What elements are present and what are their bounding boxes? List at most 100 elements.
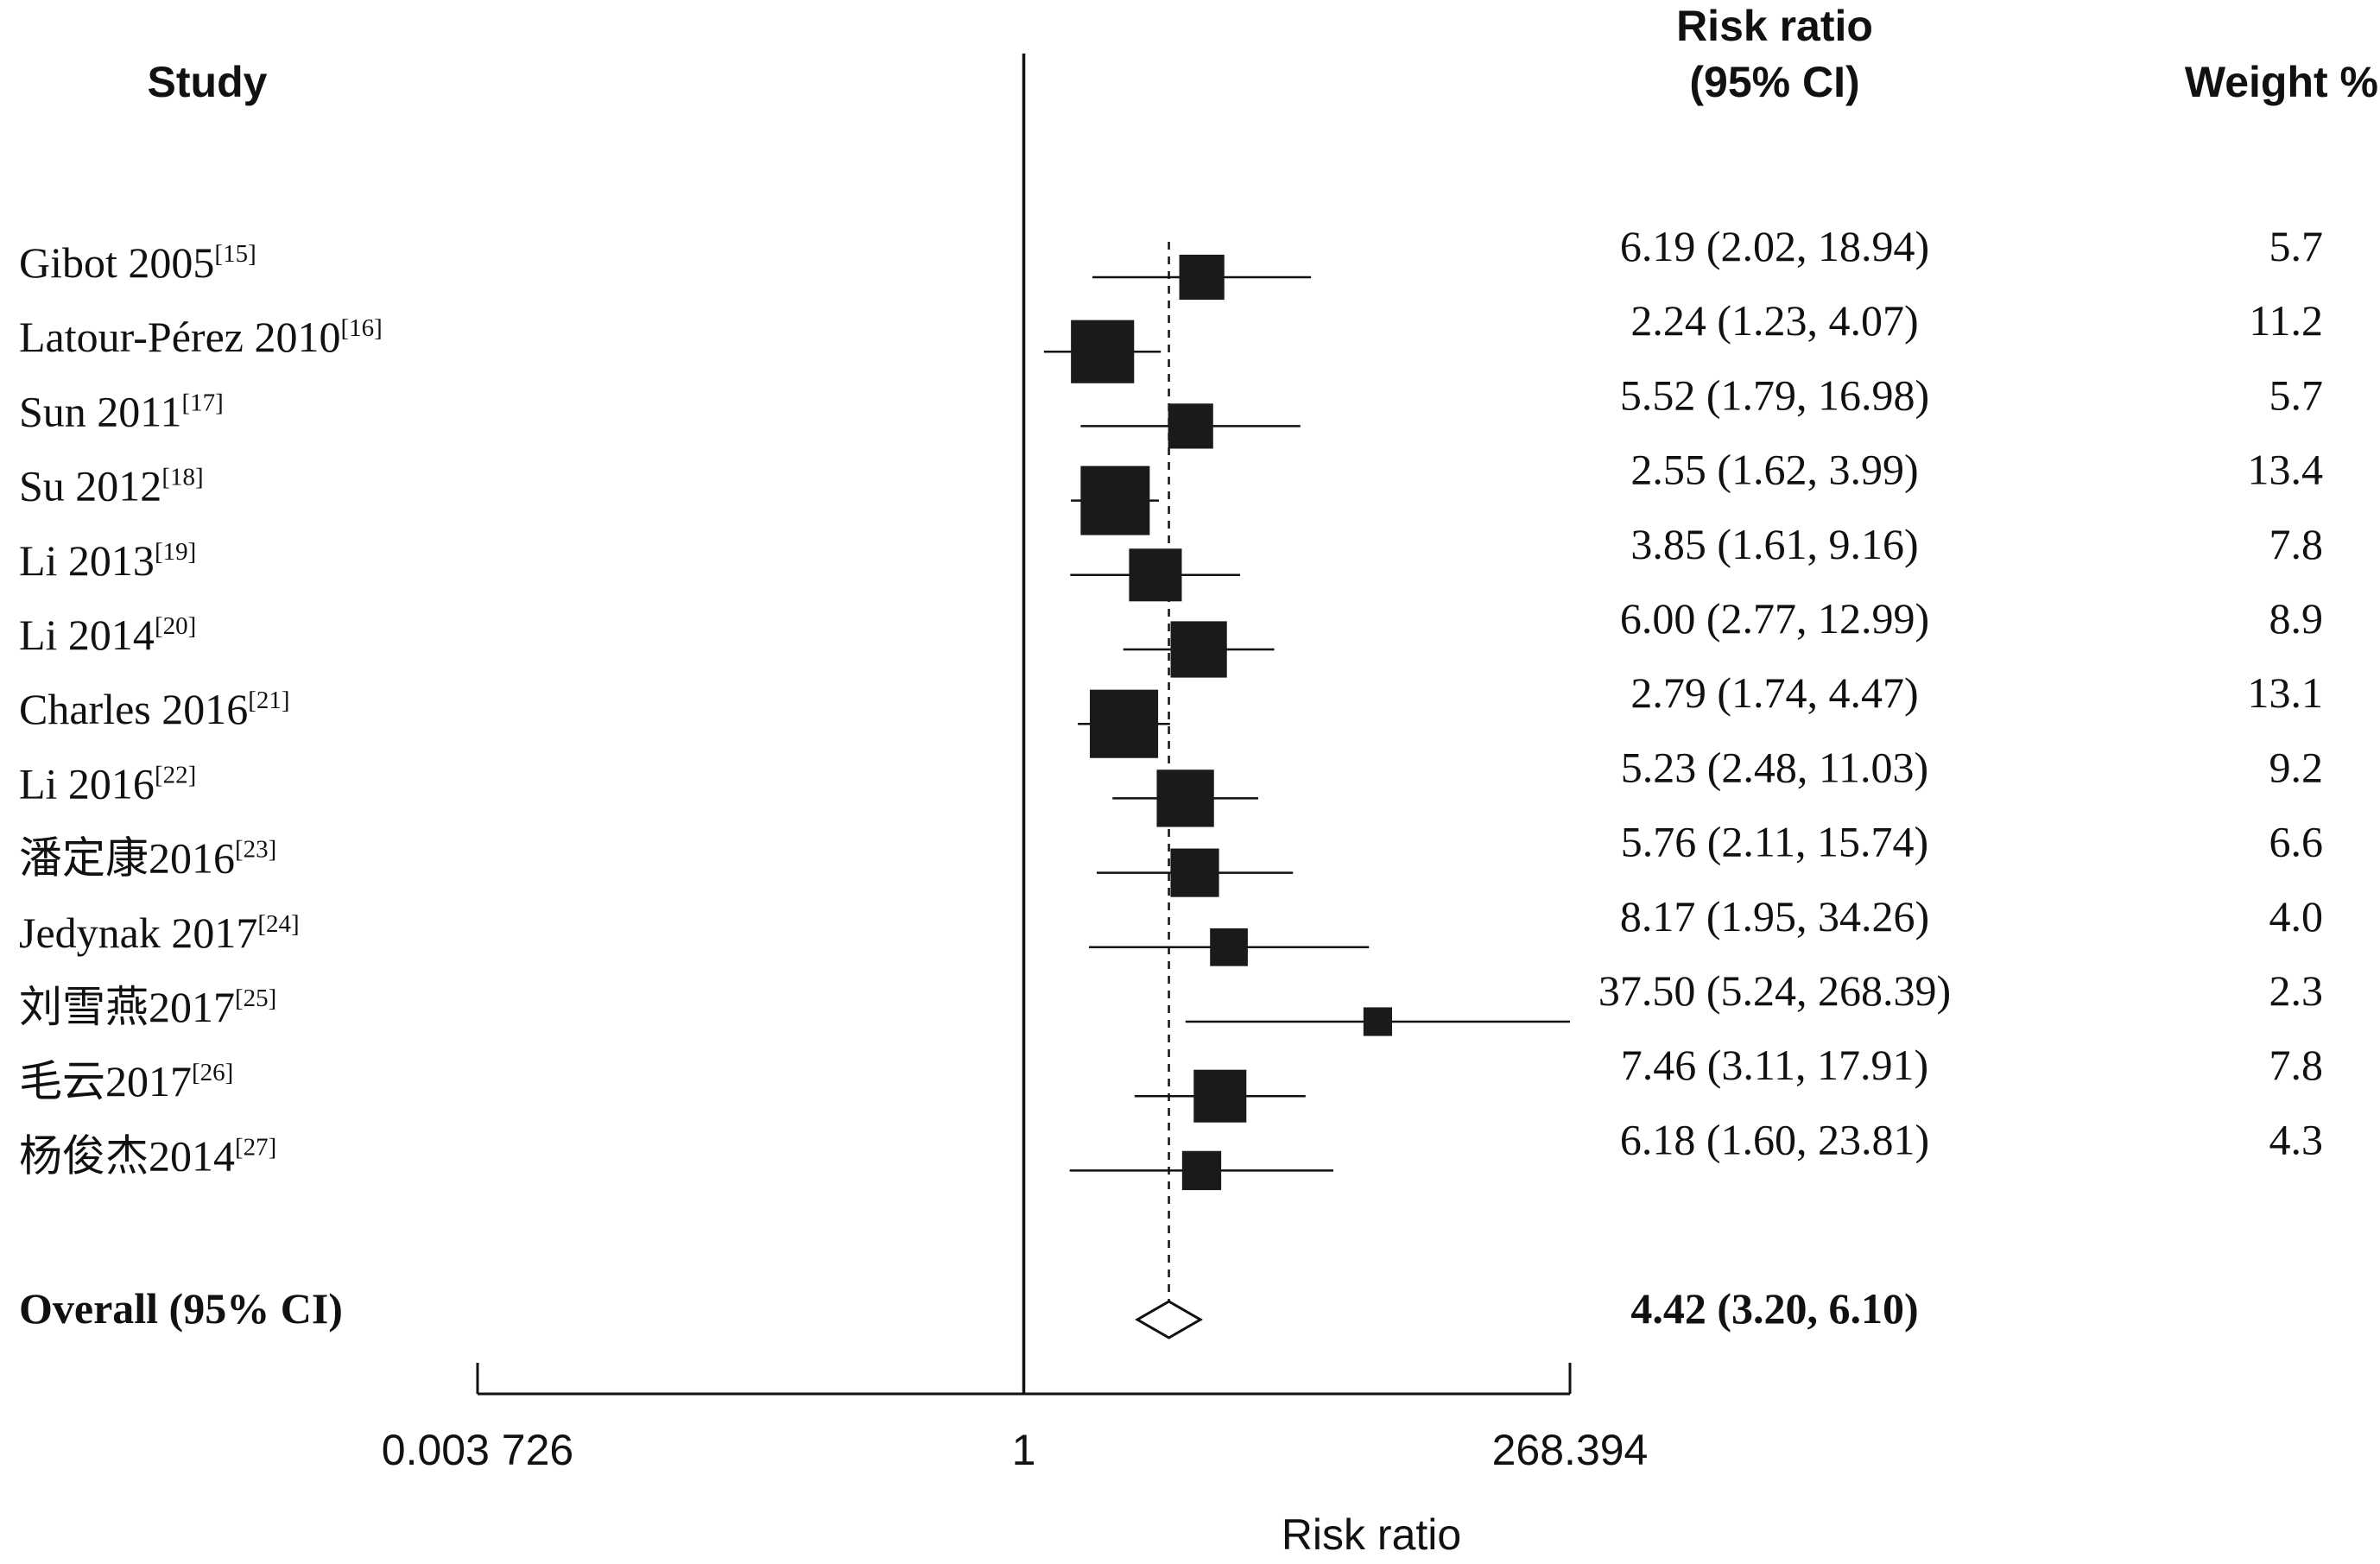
ci-value: 6.19 (2.02, 18.94) xyxy=(1620,222,1929,270)
study-row: 毛云2017[26] 7.46 (3.11, 17.91) 7.8 xyxy=(19,1041,2323,1123)
point-estimate-square xyxy=(1170,848,1219,897)
ci-value: 6.18 (1.60, 23.81) xyxy=(1620,1115,1929,1163)
study-row: Latour-Pérez 2010[16] 2.24 (1.23, 4.07) 11… xyxy=(19,296,2323,383)
ci-value: 2.24 (1.23, 4.07) xyxy=(1630,296,1918,345)
overall-ci-value: 4.42 (3.20, 6.10) xyxy=(1630,1284,1918,1333)
study-row: Li 2016[22] 5.23 (2.48, 11.03) 9.2 xyxy=(19,743,2324,827)
ci-value: 7.46 (3.11, 17.91) xyxy=(1621,1041,1928,1089)
study-name: 毛云2017 xyxy=(19,1057,192,1105)
study-row: Li 2013[19] 3.85 (1.61, 9.16) 7.8 xyxy=(19,520,2323,602)
study-name: Charles 2016 xyxy=(19,685,248,733)
study-name: Sun 2011 xyxy=(19,387,181,435)
point-estimate-square xyxy=(1168,403,1213,449)
study-row: Sun 2011[17] 5.52 (1.79, 16.98) 5.7 xyxy=(19,370,2324,449)
study-name: 杨俊杰2014 xyxy=(19,1131,235,1180)
study-name: Su 2012 xyxy=(19,462,161,510)
point-estimate-square xyxy=(1080,465,1150,535)
study-name: 潘定康2016 xyxy=(19,834,235,883)
point-estimate-square xyxy=(1089,689,1159,758)
weight-value: 6.6 xyxy=(2269,818,2324,866)
study-name: 刘雪燕2017 xyxy=(19,983,235,1031)
x-tick-label: 1 xyxy=(1012,1426,1036,1474)
x-tick-label: 268.394 xyxy=(1492,1426,1649,1474)
study-label: Jedynak 2017[24] xyxy=(19,909,300,957)
study-reference: [26] xyxy=(192,1059,233,1086)
point-estimate-square xyxy=(1210,928,1248,966)
point-estimate-square xyxy=(1181,1150,1222,1191)
study-row: 杨俊杰2014[27] 6.18 (1.60, 23.81) 4.3 xyxy=(19,1115,2324,1191)
study-row: Li 2014[20] 6.00 (2.77, 12.99) 8.9 xyxy=(19,594,2323,678)
study-reference: [17] xyxy=(181,389,223,416)
study-name: Li 2014 xyxy=(19,611,155,659)
header-study: Study xyxy=(148,58,268,106)
overall-label: Overall (95% CI) xyxy=(19,1284,343,1333)
study-name: Latour-Pérez 2010 xyxy=(19,313,340,361)
x-tick-label: 0.003 726 xyxy=(382,1426,573,1474)
weight-value: 13.1 xyxy=(2248,668,2324,717)
ci-value: 3.85 (1.61, 9.16) xyxy=(1630,520,1918,568)
study-reference: [20] xyxy=(155,612,196,640)
point-estimate-square xyxy=(1193,1069,1247,1123)
weight-value: 5.7 xyxy=(2269,222,2324,270)
ci-value: 2.79 (1.74, 4.47) xyxy=(1630,668,1918,717)
point-estimate-square xyxy=(1071,320,1135,383)
weight-value: 13.4 xyxy=(2248,446,2324,494)
study-label: Gibot 2005[15] xyxy=(19,238,256,287)
study-label: 潘定康2016[23] xyxy=(19,834,276,883)
ci-value: 5.52 (1.79, 16.98) xyxy=(1620,370,1929,419)
weight-value: 4.0 xyxy=(2269,892,2324,940)
study-row: Gibot 2005[15] 6.19 (2.02, 18.94) 5.7 xyxy=(19,222,2324,301)
study-label: Li 2016[22] xyxy=(19,759,196,807)
weight-value: 5.7 xyxy=(2269,370,2324,419)
study-reference: [22] xyxy=(155,761,196,788)
study-reference: [27] xyxy=(235,1133,276,1161)
study-label: Li 2013[19] xyxy=(19,536,196,585)
study-rows: Gibot 2005[15] 6.19 (2.02, 18.94) 5.7Latou… xyxy=(19,222,2324,1191)
study-reference: [21] xyxy=(248,687,289,714)
overall-row: Overall (95% CI) 4.42 (3.20, 6.10) xyxy=(19,1284,1919,1339)
study-reference: [15] xyxy=(214,240,256,268)
study-reference: [23] xyxy=(235,836,276,864)
study-name: Li 2016 xyxy=(19,759,155,807)
header-weight: Weight % xyxy=(2185,58,2378,106)
header-effect-line2: (95% CI) xyxy=(1689,58,1859,106)
study-name: Li 2013 xyxy=(19,536,155,585)
study-reference: [19] xyxy=(155,538,196,566)
study-label: Sun 2011[17] xyxy=(19,387,224,435)
point-estimate-square xyxy=(1156,769,1214,827)
overall-diamond xyxy=(1135,1300,1204,1339)
study-name: Gibot 2005 xyxy=(19,238,214,287)
point-estimate-square xyxy=(1129,548,1182,602)
study-label: Su 2012[18] xyxy=(19,462,204,510)
ci-value: 8.17 (1.95, 34.26) xyxy=(1620,892,1929,940)
ci-value: 37.50 (5.24, 268.39) xyxy=(1598,966,1951,1015)
study-label: 毛云2017[26] xyxy=(19,1057,233,1105)
study-row: 刘雪燕2017[25] 37.50 (5.24, 268.39) 2.3 xyxy=(19,966,2323,1036)
ci-value: 6.00 (2.77, 12.99) xyxy=(1620,594,1929,643)
study-label: Li 2014[20] xyxy=(19,611,196,659)
ci-value: 5.76 (2.11, 15.74) xyxy=(1621,818,1928,866)
study-row: Su 2012[18] 2.55 (1.62, 3.99) 13.4 xyxy=(19,446,2323,535)
x-axis: 0.003 726 1 268.394 Risk ratio xyxy=(382,1363,1649,1559)
study-row: Charles 2016[21] 2.79 (1.74, 4.47) 13.1 xyxy=(19,668,2323,758)
weight-value: 9.2 xyxy=(2269,743,2324,791)
ci-value: 5.23 (2.48, 11.03) xyxy=(1621,743,1928,791)
study-row: Jedynak 2017[24] 8.17 (1.95, 34.26) 4.0 xyxy=(19,892,2323,966)
point-estimate-square xyxy=(1179,254,1225,301)
study-row: 潘定康2016[23] 5.76 (2.11, 15.74) 6.6 xyxy=(19,818,2323,897)
weight-value: 11.2 xyxy=(2249,296,2323,345)
point-estimate-square xyxy=(1170,621,1227,678)
study-reference: [16] xyxy=(340,314,382,342)
weight-value: 7.8 xyxy=(2269,1041,2324,1089)
study-name: Jedynak 2017 xyxy=(19,909,257,957)
study-label: 杨俊杰2014[27] xyxy=(19,1131,276,1180)
weight-value: 2.3 xyxy=(2269,966,2324,1015)
ci-value: 2.55 (1.62, 3.99) xyxy=(1630,446,1918,494)
x-axis-label: Risk ratio xyxy=(1282,1510,1461,1559)
weight-value: 4.3 xyxy=(2269,1115,2324,1163)
point-estimate-square xyxy=(1363,1007,1392,1036)
study-reference: [25] xyxy=(235,985,276,1012)
weight-value: 7.8 xyxy=(2269,520,2324,568)
header-effect-line1: Risk ratio xyxy=(1676,2,1873,50)
